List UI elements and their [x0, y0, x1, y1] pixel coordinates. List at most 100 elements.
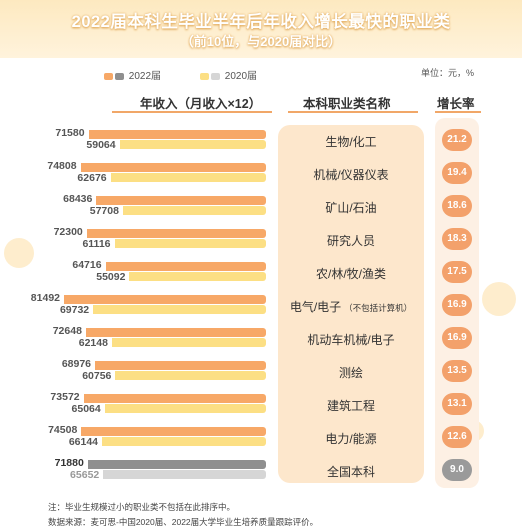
legend-swatch-2020-gray: [211, 72, 220, 80]
value-label-2022: 71580: [55, 127, 85, 139]
category-name: 研究人员: [326, 234, 375, 248]
legend-swatch-2022-orange: [104, 72, 113, 80]
unit-label: 单位：元，%: [420, 68, 474, 78]
value-label-2020: 65652: [70, 469, 100, 481]
category-label: 农/林/牧/渔类: [278, 265, 424, 282]
bar-2020: [103, 470, 266, 479]
bar-2020: [115, 371, 266, 380]
header-band: [0, 0, 522, 58]
value-label-2022: 72300: [53, 226, 83, 238]
category-label: 全国本科: [278, 463, 424, 480]
legend-label-2022: 2022届: [128, 71, 162, 82]
value-label-2020: 55092: [96, 271, 126, 283]
category-label: 电气/电子 （不包括计算机）: [278, 298, 424, 315]
growth-header-line: [435, 111, 481, 113]
growth-badge: 13.1: [442, 393, 472, 415]
legend-item-2020: 2020届: [200, 67, 257, 82]
value-label-2022: 73572: [50, 391, 80, 403]
category-label: 研究人员: [278, 232, 424, 249]
growth-badge: 13.5: [442, 360, 472, 382]
growth-badge: 21.2: [442, 129, 472, 151]
value-label-2020: 66144: [68, 436, 99, 448]
chart-title: 2022届本科生毕业半年后年收入增长最快的职业类: [71, 13, 451, 31]
bar-2020: [111, 338, 266, 347]
bar-2022: [88, 130, 266, 139]
value-label-2020: 65064: [71, 403, 101, 415]
growth-badge: 16.9: [442, 294, 472, 316]
category-name: 电力/能源: [325, 432, 377, 446]
growth-badge: 18.6: [442, 195, 472, 217]
footnote-note: 注：毕业生规模过小的职业类不包括在此排序中。: [48, 502, 236, 512]
value-label-2022: 81492: [30, 292, 60, 304]
value-label-2022: 64716: [72, 259, 102, 271]
category-name: 测绘: [338, 366, 363, 380]
growth-badge: 19.4: [442, 162, 472, 184]
category-name: 电气/电子: [289, 300, 342, 314]
bar-2020: [102, 437, 266, 446]
legend-item-2022: 2022届: [104, 67, 161, 82]
income-header-line: [112, 111, 272, 113]
bar-2022: [86, 229, 266, 238]
bar-2020: [122, 206, 266, 215]
bar-2020: [114, 239, 266, 248]
bar-2022: [87, 460, 266, 469]
category-label: 生物/化工: [278, 133, 424, 150]
bar-2020: [129, 272, 266, 281]
bar-2022: [81, 427, 266, 436]
category-label: 机械/仪器仪表: [278, 166, 424, 183]
growth-badge: 16.9: [442, 327, 472, 349]
category-header-line: [288, 111, 418, 113]
value-label-2020: 60756: [82, 370, 112, 382]
bar-2022: [96, 196, 266, 205]
legend-label-2020: 2020届: [224, 71, 258, 82]
growth-column-header: 增长率: [437, 97, 475, 111]
bar-2022: [95, 361, 266, 370]
category-column-header: 本科职业类名称: [303, 97, 391, 111]
category-label: 电力/能源: [278, 430, 424, 447]
bar-2020: [104, 404, 266, 413]
value-label-2022: 68976: [61, 358, 92, 370]
category-name: 建筑工程: [326, 399, 375, 413]
category-name: 生物/化工: [325, 135, 377, 149]
category-note: （不包括计算机）: [344, 303, 413, 313]
growth-badge: 9.0: [442, 459, 472, 481]
value-label-2022: 72648: [52, 325, 82, 337]
growth-badge: 12.6: [442, 426, 472, 448]
category-name: 机械/仪器仪表: [313, 168, 389, 182]
coin-decoration-right: [482, 282, 516, 316]
growth-badge: 17.5: [442, 261, 472, 283]
bar-2022: [83, 394, 266, 403]
bar-2022: [64, 295, 266, 304]
bar-2020: [93, 305, 266, 314]
value-label-2022: 74508: [48, 424, 78, 436]
value-label-2020: 69732: [59, 304, 90, 316]
bar-2022: [105, 262, 266, 271]
value-label-2020: 57708: [89, 205, 119, 217]
value-label-2020: 61116: [82, 238, 111, 250]
value-label-2022: 68436: [63, 193, 93, 205]
value-label-2022: 71880: [54, 457, 84, 469]
legend-swatch-2022-gray: [115, 72, 124, 80]
category-name: 机动车机械/电子: [307, 333, 395, 347]
bar-2022: [85, 328, 266, 337]
bar-2022: [80, 163, 266, 172]
value-label-2020: 62148: [78, 337, 108, 349]
category-label: 机动车机械/电子: [278, 331, 424, 348]
growth-badge: 18.3: [442, 228, 472, 250]
bar-2020: [119, 140, 266, 149]
value-label-2020: 59064: [86, 139, 116, 151]
value-label-2022: 74808: [47, 160, 77, 172]
chart-subtitle: （前10位，与2020届对比）: [180, 34, 342, 49]
category-label: 测绘: [278, 364, 424, 381]
legend-swatch-2020-yellow: [200, 72, 209, 80]
bar-2020: [110, 173, 266, 182]
category-label: 矿山/石油: [278, 199, 424, 216]
income-column-header: 年收入（月收入×12）: [140, 97, 262, 111]
category-name: 矿山/石油: [325, 201, 377, 215]
value-label-2020: 62676: [77, 172, 107, 184]
category-name: 农/林/牧/渔类: [315, 267, 386, 281]
footnote-source: 数据来源：麦可思-中国2020届、2022届大学毕业生培养质量跟踪评价。: [48, 517, 319, 527]
coin-decoration-left: [4, 238, 34, 268]
category-label: 建筑工程: [278, 397, 424, 414]
category-name: 全国本科: [326, 465, 375, 479]
